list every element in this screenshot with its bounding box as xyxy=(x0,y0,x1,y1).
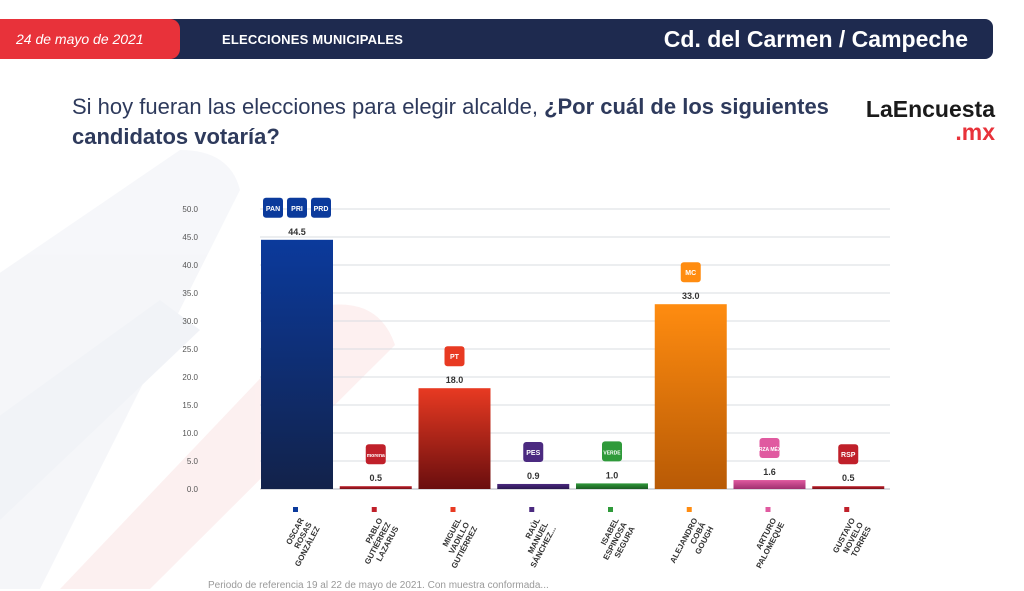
party-logo-label: morena xyxy=(367,453,385,459)
legend-marker xyxy=(450,507,456,512)
bar xyxy=(733,480,806,489)
party-logo-icon xyxy=(523,441,544,462)
party-logo-label: VERDE xyxy=(603,450,621,456)
survey-question: Si hoy fueran las elecciones para elegir… xyxy=(72,92,842,152)
bars-layer xyxy=(261,239,885,489)
party-logo-label: PT xyxy=(450,354,460,361)
legend-marker xyxy=(293,507,298,512)
y-tick-label: 25.0 xyxy=(182,345,198,354)
location-title: Cd. del Carmen / Campeche xyxy=(663,26,968,52)
party-logo-icon xyxy=(838,444,859,465)
party-logo-icon xyxy=(365,444,386,465)
legend-marker xyxy=(529,507,535,512)
bar xyxy=(654,304,727,489)
bar xyxy=(576,483,648,489)
question-part1: Si hoy fueran las elecciones para elegir… xyxy=(72,94,545,119)
party-logo-icon xyxy=(680,262,701,283)
party-logo-icon xyxy=(759,438,780,459)
party-logo-label: PAN xyxy=(266,206,280,213)
party-logo-label: FUERZA MÉXICO xyxy=(749,445,790,453)
party-logo-label: PES xyxy=(526,450,540,457)
bar xyxy=(339,486,412,489)
party-logo-label: PRD xyxy=(314,206,329,213)
footnote: Periodo de referencia 19 al 22 de mayo d… xyxy=(208,580,549,591)
party-logo-label: PRI xyxy=(291,206,303,213)
value-label: 44.5 xyxy=(288,227,306,237)
y-tick-label: 45.0 xyxy=(182,233,198,242)
y-tick-label: 35.0 xyxy=(182,289,198,298)
date-badge: 24 de mayo de 2021 xyxy=(0,19,180,59)
party-logo-icon xyxy=(602,441,622,462)
party-logo-icon xyxy=(287,197,307,218)
category-label: RAÚLMANUELSÁNCHEZ... xyxy=(524,516,558,569)
legend-marker xyxy=(371,507,377,512)
value-label: 33.0 xyxy=(682,291,700,301)
section-title: ELECCIONES MUNICIPALES xyxy=(222,32,404,47)
y-tick-label: 20.0 xyxy=(182,373,198,382)
y-tick-label: 50.0 xyxy=(182,205,198,214)
value-label: 0.9 xyxy=(527,471,540,481)
bar xyxy=(812,486,885,489)
value-label: 1.0 xyxy=(606,470,619,480)
y-tick-label: 15.0 xyxy=(182,401,198,410)
brand-name: LaEncuesta xyxy=(865,96,995,122)
party-logo-label: RSP xyxy=(841,452,856,459)
party-logo-icon xyxy=(444,346,465,367)
y-tick-label: 10.0 xyxy=(182,429,198,438)
bar xyxy=(418,388,491,489)
legend-marker xyxy=(608,507,613,512)
party-logo-icon xyxy=(311,197,331,218)
legend-marker xyxy=(686,507,692,512)
bar xyxy=(261,239,333,489)
brand-logo: LaEncuesta .mx xyxy=(855,98,995,144)
value-label: 1.6 xyxy=(763,467,776,477)
y-tick-label: 5.0 xyxy=(187,457,199,466)
party-logo-icon xyxy=(263,197,283,218)
y-tick-label: 40.0 xyxy=(182,261,198,270)
y-tick-label: 0.0 xyxy=(187,485,199,494)
y-tick-label: 30.0 xyxy=(182,317,198,326)
value-label: 0.5 xyxy=(369,473,382,483)
bar xyxy=(497,483,570,489)
legend-marker xyxy=(765,507,771,512)
brand-suffix: .mx xyxy=(955,119,995,145)
value-label: 0.5 xyxy=(842,473,855,483)
question-part2: ¿Por cuál de los siguientes candidatos v… xyxy=(72,94,829,149)
legend-marker xyxy=(844,507,850,512)
value-label: 18.0 xyxy=(446,375,464,385)
party-logo-label: MC xyxy=(685,270,696,277)
